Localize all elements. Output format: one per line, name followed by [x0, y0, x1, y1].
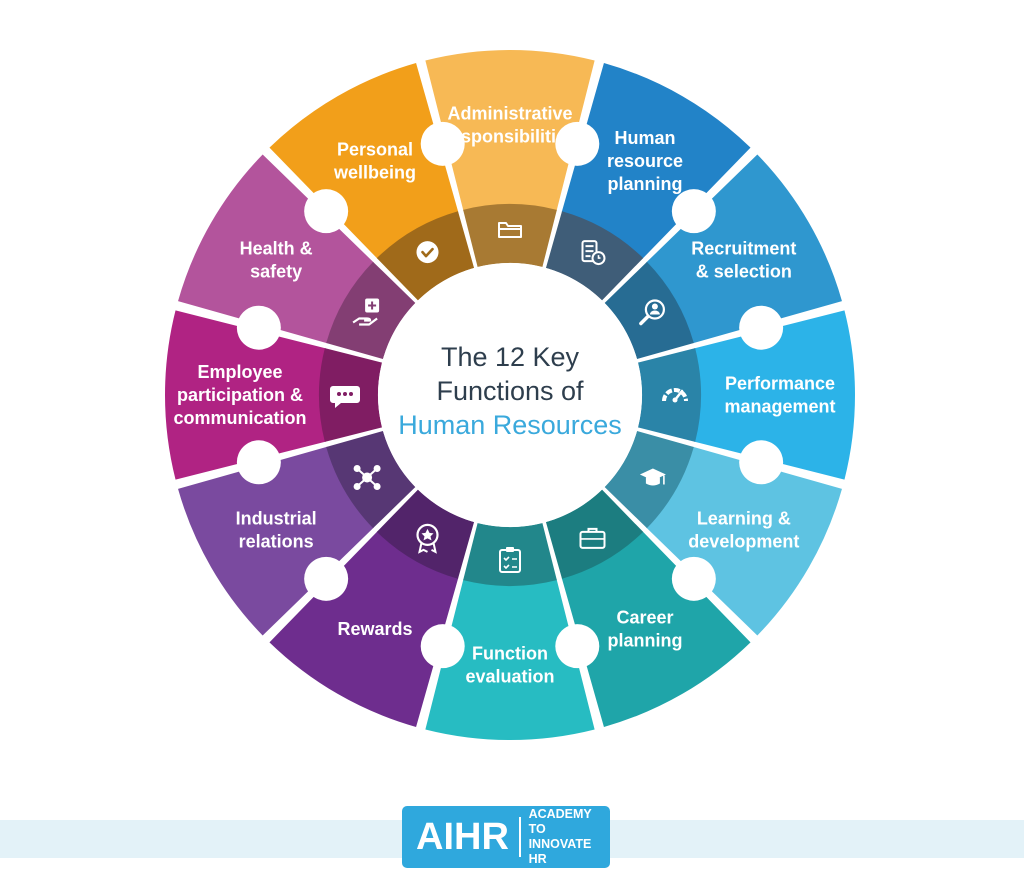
function-label: Industrial relations	[236, 509, 317, 552]
center-title-line2: Functions of	[436, 376, 584, 406]
segment-divider-knob	[555, 121, 600, 166]
function-label-line: Performance	[725, 374, 835, 394]
segment-divider-knob	[420, 624, 465, 669]
function-label: Personal wellbeing	[333, 140, 416, 183]
check-circle-icon	[416, 241, 439, 264]
segment-outer	[646, 446, 842, 636]
function-label: Performance management	[724, 374, 835, 417]
function-label-line: responsibilities	[444, 127, 576, 147]
clipboard-check-icon	[499, 547, 521, 573]
segment-outer	[269, 63, 459, 259]
segment-divider-knob	[671, 189, 716, 234]
function-label-line: Industrial	[236, 509, 317, 529]
function-label-line: communication	[173, 408, 306, 428]
segment-inner-ring	[463, 522, 557, 586]
function-label-line: Employee	[197, 362, 282, 382]
segment-outer	[425, 50, 595, 211]
folder-icon	[498, 222, 522, 238]
award-badge-icon	[416, 523, 439, 554]
function-label-line: development	[688, 532, 799, 552]
segment-outer	[165, 310, 326, 480]
logo-divider	[518, 817, 521, 857]
function-segment: Performance management	[637, 310, 855, 480]
function-label-line: wellbeing	[333, 163, 416, 183]
center-hub: The 12 Key Functions of Human Resources	[378, 263, 642, 527]
segment-divider-knob	[420, 121, 465, 166]
function-label-line: planning	[608, 174, 683, 194]
function-label: Learning & development	[688, 509, 799, 552]
segment-divider-knob	[304, 556, 349, 601]
checklist-clock-icon	[581, 240, 606, 266]
function-label: Employee participation & communication	[173, 362, 306, 428]
briefcase-icon	[579, 527, 606, 549]
center-title-accent: Human Resources	[398, 410, 622, 440]
segment-outer	[561, 63, 751, 259]
function-label-line: Career	[616, 607, 673, 627]
segment-outer	[269, 531, 459, 727]
function-label-line: resource	[607, 151, 683, 171]
segment-outer	[694, 310, 855, 480]
function-label-line: Rewards	[337, 619, 412, 639]
function-segment: Function evaluation	[425, 522, 595, 740]
function-segment: Employee participation & communication	[165, 310, 383, 480]
logo-tagline-line2: INNOVATE HR	[528, 837, 592, 866]
segment-outer	[178, 446, 374, 636]
segment-inner-ring	[637, 348, 701, 442]
function-label-line: evaluation	[465, 667, 554, 687]
function-label: Rewards	[337, 619, 412, 639]
function-label-line: Administrative	[447, 104, 572, 124]
function-label-line: Recruitment	[691, 239, 796, 259]
function-label-line: participation &	[177, 385, 303, 405]
logo-tagline: ACADEMY TO INNOVATE HR	[529, 807, 600, 867]
function-label-line: management	[724, 397, 835, 417]
segment-divider-knob	[739, 440, 784, 485]
function-label: Administrative responsibilities	[444, 104, 576, 147]
segment-divider-knob	[555, 624, 600, 669]
segment-outer	[425, 579, 595, 740]
aihr-logo[interactable]: AIHR ACADEMY TO INNOVATE HR	[402, 806, 610, 868]
function-label: Career planning	[608, 607, 683, 650]
function-segment: Administrative responsibilities	[425, 50, 595, 268]
chat-bubble-icon	[330, 386, 360, 408]
segment-inner-ring	[604, 261, 694, 360]
segment-divider-knob	[236, 305, 281, 350]
hand-medical-icon	[352, 298, 380, 326]
segment-outer	[561, 531, 751, 727]
function-label-line: Function	[472, 644, 548, 664]
function-label-line: Human	[614, 128, 675, 148]
segment-divider-knob	[739, 305, 784, 350]
magnifier-person-icon	[639, 299, 665, 326]
function-label: Recruitment & selection	[691, 239, 796, 282]
segment-divider-knob	[671, 556, 716, 601]
logo-mark: AIHR	[416, 815, 509, 858]
segment-divider-knob	[304, 189, 349, 234]
function-segment: Human resource planning	[545, 63, 751, 301]
function-segment: Career planning	[545, 489, 751, 727]
function-label-line: relations	[239, 532, 314, 552]
graduation-cap-icon	[639, 468, 666, 486]
segment-inner-ring	[545, 489, 644, 579]
hr-functions-wheel: Administrative responsibilities Human resou…	[165, 50, 855, 740]
segment-outer	[178, 154, 374, 344]
center-title-line1: The 12 Key	[441, 342, 580, 372]
function-label: Function evaluation	[465, 644, 554, 687]
segment-inner-ring	[463, 203, 557, 268]
function-label: Human resource planning	[607, 128, 683, 194]
function-label-line: & selection	[696, 262, 792, 282]
function-label-line: Learning &	[697, 509, 791, 529]
function-label-line: Personal	[337, 140, 413, 160]
function-label-line: planning	[608, 630, 683, 650]
function-label: Health & safety	[240, 239, 313, 282]
gauge-icon	[662, 388, 688, 403]
function-label-line: Health &	[240, 239, 313, 259]
function-segment: Learning & development	[604, 430, 842, 636]
function-label-line: safety	[250, 262, 302, 282]
network-icon	[353, 465, 381, 490]
segment-divider-knob	[236, 440, 281, 485]
segment-outer	[646, 154, 842, 344]
logo-tagline-line1: ACADEMY TO	[528, 807, 592, 836]
function-segment: Recruitment & selection	[604, 154, 842, 360]
